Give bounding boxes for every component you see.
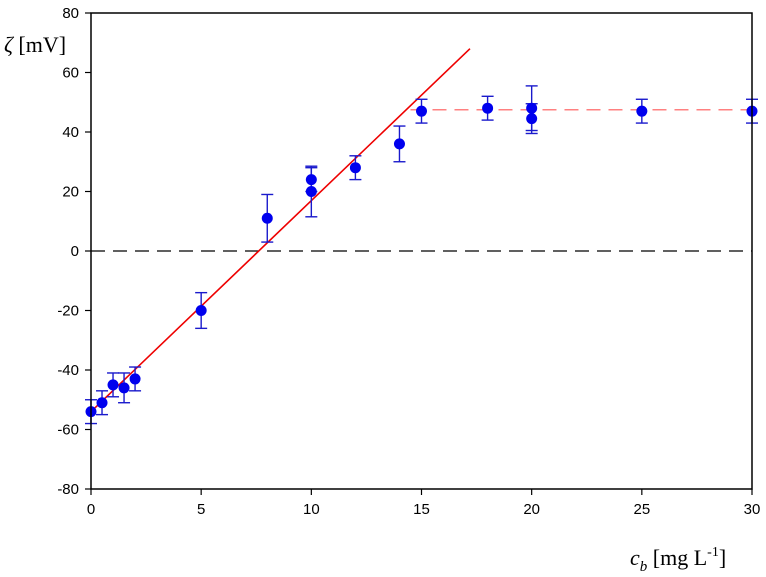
data-point — [305, 174, 317, 186]
y-tick-label: -20 — [57, 303, 79, 320]
data-point — [349, 162, 361, 174]
y-tick-label: 80 — [62, 5, 79, 22]
data-point — [416, 105, 427, 117]
data-point — [96, 397, 108, 409]
y-tick-label: 20 — [62, 184, 79, 201]
x-tick-label: 20 — [523, 501, 540, 518]
x-tick-label: 5 — [197, 501, 205, 518]
data-point — [393, 138, 405, 150]
x-tick-label: 0 — [87, 501, 95, 518]
data-point — [129, 373, 141, 385]
data-point — [118, 382, 130, 394]
x-tick-label: 30 — [744, 501, 761, 518]
y-tick-label: 40 — [62, 124, 79, 141]
data-point — [482, 102, 494, 114]
data-point — [526, 102, 538, 114]
x-tick-label: 15 — [413, 501, 430, 518]
y-tick-label: 60 — [62, 65, 79, 82]
data-point — [195, 305, 207, 316]
x-tick-label: 25 — [633, 501, 650, 518]
y-tick-label: -40 — [57, 362, 79, 379]
data-point — [636, 105, 648, 117]
data-points — [85, 102, 758, 418]
y-tick-label: -80 — [57, 481, 79, 498]
error-bars — [85, 85, 758, 425]
data-point — [261, 212, 273, 224]
y-axis-label: ζ [mV] — [4, 32, 66, 57]
data-point — [107, 379, 119, 391]
x-tick-label: 10 — [303, 501, 320, 518]
reference-lines — [90, 48, 752, 413]
axis-ticks: 0 5 10 15 20 25 30 -80 -60 -40 -20 0 20 40 60 80 — [57, 5, 760, 518]
x-axis-label: cb [mg L-1] — [630, 545, 726, 575]
linear-fit-line — [90, 48, 471, 413]
y-tick-label: 0 — [71, 243, 79, 260]
data-point — [526, 113, 538, 125]
data-point — [305, 186, 317, 197]
y-tick-label: -60 — [57, 422, 79, 439]
